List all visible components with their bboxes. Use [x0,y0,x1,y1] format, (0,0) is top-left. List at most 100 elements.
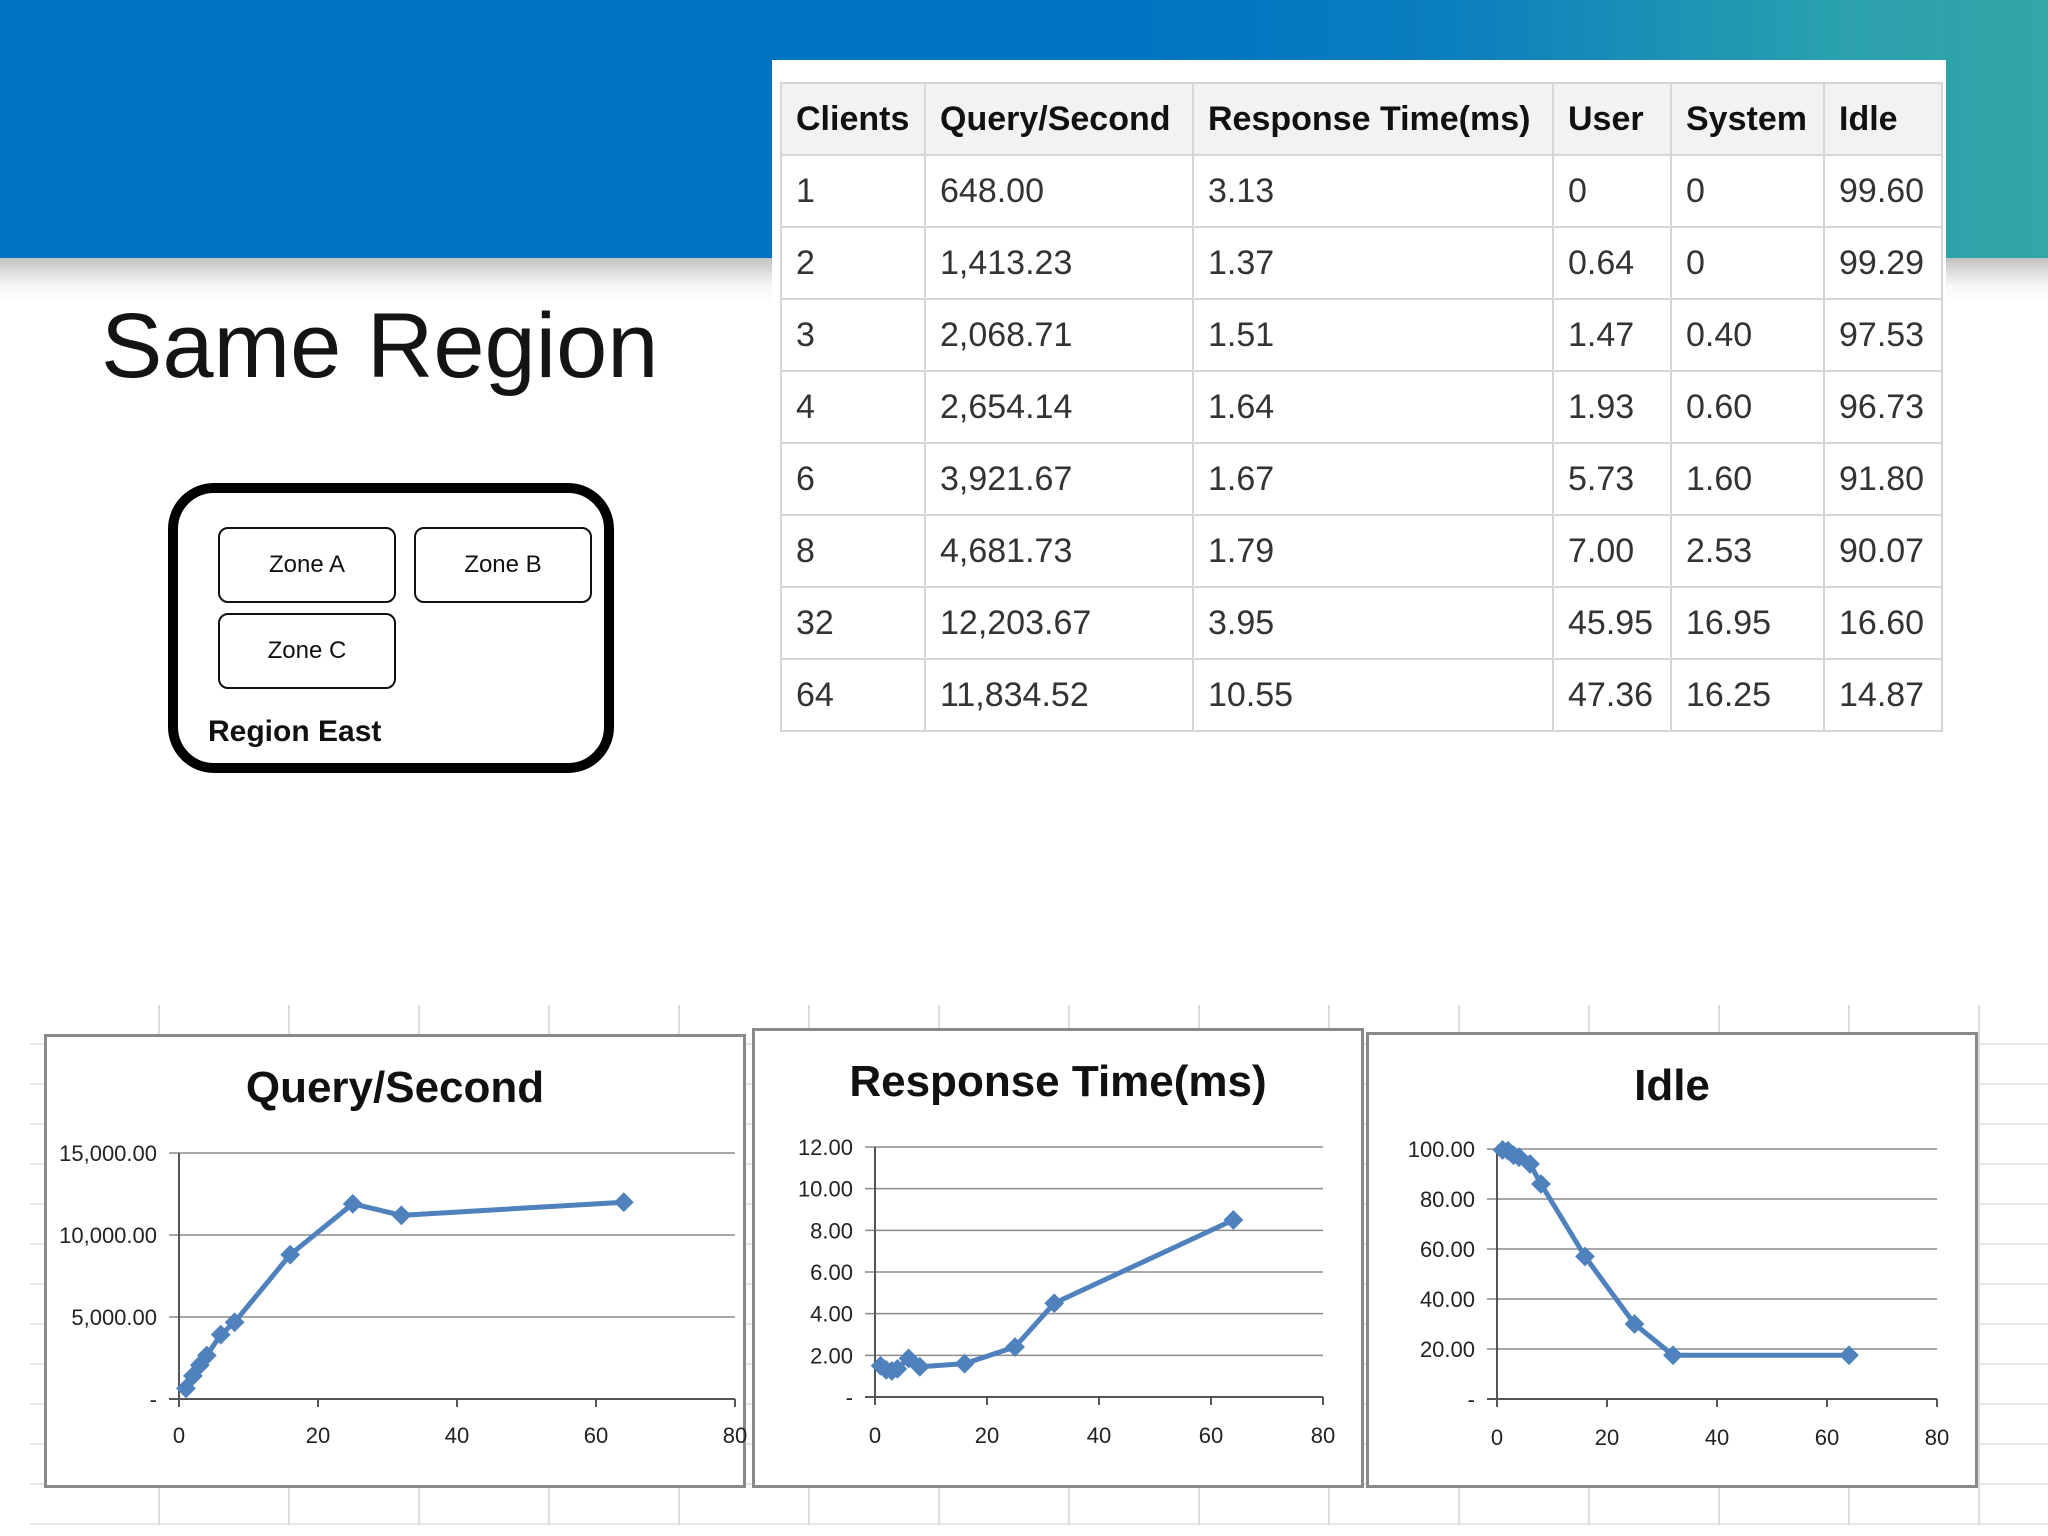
table-row: 6 3,921.67 1.67 5.73 1.60 91.80 [780,442,1943,516]
table-cell: 4,681.73 [924,514,1194,588]
y-tick-label: 12.00 [798,1135,853,1160]
data-point [1663,1345,1683,1366]
table-cell: 3.95 [1192,586,1554,660]
table-cell: 0 [1552,154,1672,228]
series-line [879,1217,1235,1374]
data-point [391,1205,412,1226]
chart-idle: Idle - 20.00 40.00 60.00 80.00 100.00 0 20 40 60 8… [1366,1032,1978,1488]
table-body: 1 648.00 3.13 0 0 99.60 2 1,413.23 1.37 0.64 0 99.2… [780,154,1943,732]
y-tick-label: 2.00 [810,1343,853,1368]
data-point [613,1192,634,1213]
header-idle: Idle [1823,82,1943,156]
x-tick-label: 40 [1087,1423,1111,1448]
table-cell: 11,834.52 [924,658,1194,732]
y-tick-label: - [1468,1387,1475,1412]
series-line [183,1199,624,1390]
chart-title: Query/Second [245,1063,545,1112]
data-point [1839,1345,1859,1366]
table-row: 2 1,413.23 1.37 0.64 0 99.29 [780,226,1943,300]
table-cell: 1.64 [1192,370,1554,444]
x-tick-label: 20 [975,1423,999,1448]
data-point [1044,1293,1065,1314]
table-cell: 5.73 [1552,442,1672,516]
x-tick-label: 60 [584,1423,608,1448]
data-point [1624,1314,1645,1334]
table-cell: 0 [1670,154,1825,228]
table-cell: 91.80 [1823,442,1943,516]
table-row: 1 648.00 3.13 0 0 99.60 [780,154,1943,228]
table-cell: 1.37 [1192,226,1554,300]
y-tick-label: 4.00 [810,1302,853,1327]
x-tick-label: 20 [306,1423,330,1448]
header-system: System [1670,82,1825,156]
table-cell: 2,068.71 [924,298,1194,372]
table-row: 3 2,068.71 1.51 1.47 0.40 97.53 [780,298,1943,372]
data-point [1520,1154,1540,1174]
table-cell: 0 [1670,226,1825,300]
zone-c-box: Zone C [218,613,396,689]
x-tick-label: 60 [1199,1423,1223,1448]
y-tick-label: - [846,1385,853,1410]
table-cell: 97.53 [1823,298,1943,372]
zone-a-box: Zone A [218,527,396,603]
table-cell: 2.53 [1670,514,1825,588]
table-cell: 99.60 [1823,154,1943,228]
table-cell: 16.95 [1670,586,1825,660]
chart-title: Idle [1634,1061,1710,1110]
table-cell: 2,654.14 [924,370,1194,444]
table-cell: 0.60 [1670,370,1825,444]
header-user: User [1552,82,1672,156]
table-cell: 1.51 [1192,298,1554,372]
table-cell: 12,203.67 [924,586,1194,660]
y-tick-label: 80.00 [1420,1187,1475,1212]
table-cell: 8 [780,514,926,588]
y-tick-label: 60.00 [1420,1237,1475,1262]
chart-plot: - 5,000.00 10,000.00 15,000.00 0 20 40 60 80 [59,1141,747,1448]
chart-query-second: Query/Second - 5,000.00 10,000.00 15,000.00… [44,1034,747,1488]
data-point [1005,1337,1025,1357]
y-tick-label: 6.00 [810,1260,853,1285]
table-cell: 1.93 [1552,370,1672,444]
table-cell: 4 [780,370,926,444]
table-row: 4 2,654.14 1.64 1.93 0.60 96.73 [780,370,1943,444]
y-tick-label: 5,000.00 [71,1305,157,1330]
data-point [954,1353,975,1374]
page-title: Same Region [101,295,659,397]
table-cell: 0.64 [1552,226,1672,300]
table-cell: 1 [780,154,926,228]
y-tick-label: 40.00 [1420,1287,1475,1312]
table-row: 8 4,681.73 1.79 7.00 2.53 90.07 [780,514,1943,588]
zone-b-box: Zone B [414,527,592,603]
table-cell: 96.73 [1823,370,1943,444]
header-response-time: Response Time(ms) [1192,82,1554,156]
x-tick-label: 80 [1925,1425,1949,1450]
y-tick-label: - [150,1387,157,1412]
table-cell: 3 [780,298,926,372]
table-cell: 3,921.67 [924,442,1194,516]
table-cell: 2 [780,226,926,300]
data-point [887,1358,908,1379]
x-tick-label: 0 [173,1423,185,1448]
table-header-row: Clients Query/Second Response Time(ms) U… [780,82,1943,156]
chart-title: Response Time(ms) [849,1057,1267,1106]
chart-response-time: Response Time(ms) - 2.00 4.00 6.00 8.00 10.00… [752,1028,1364,1488]
y-tick-label: 20.00 [1420,1337,1475,1362]
table-cell: 64 [780,658,926,732]
table-cell: 16.60 [1823,586,1943,660]
y-tick-label: 10.00 [798,1177,853,1202]
y-tick-label: 100.00 [1408,1137,1475,1162]
data-point [1575,1246,1595,1267]
table-cell: 16.25 [1670,658,1825,732]
table-cell: 3.13 [1192,154,1554,228]
x-tick-label: 80 [1311,1423,1335,1448]
chart-plot: - 2.00 4.00 6.00 8.00 10.00 12.00 0 20 40 60 80 [798,1135,1335,1448]
table-cell: 47.36 [1552,658,1672,732]
x-tick-label: 60 [1815,1425,1839,1450]
table-cell: 0.40 [1670,298,1825,372]
table-cell: 99.29 [1823,226,1943,300]
x-tick-label: 0 [869,1423,881,1448]
region-diagram: Zone A Zone B Zone C Region East [168,483,614,773]
table-row: 64 11,834.52 10.55 47.36 16.25 14.87 [780,658,1943,732]
x-tick-label: 0 [1491,1425,1503,1450]
results-table-card: Clients Query/Second Response Time(ms) U… [772,60,1946,750]
